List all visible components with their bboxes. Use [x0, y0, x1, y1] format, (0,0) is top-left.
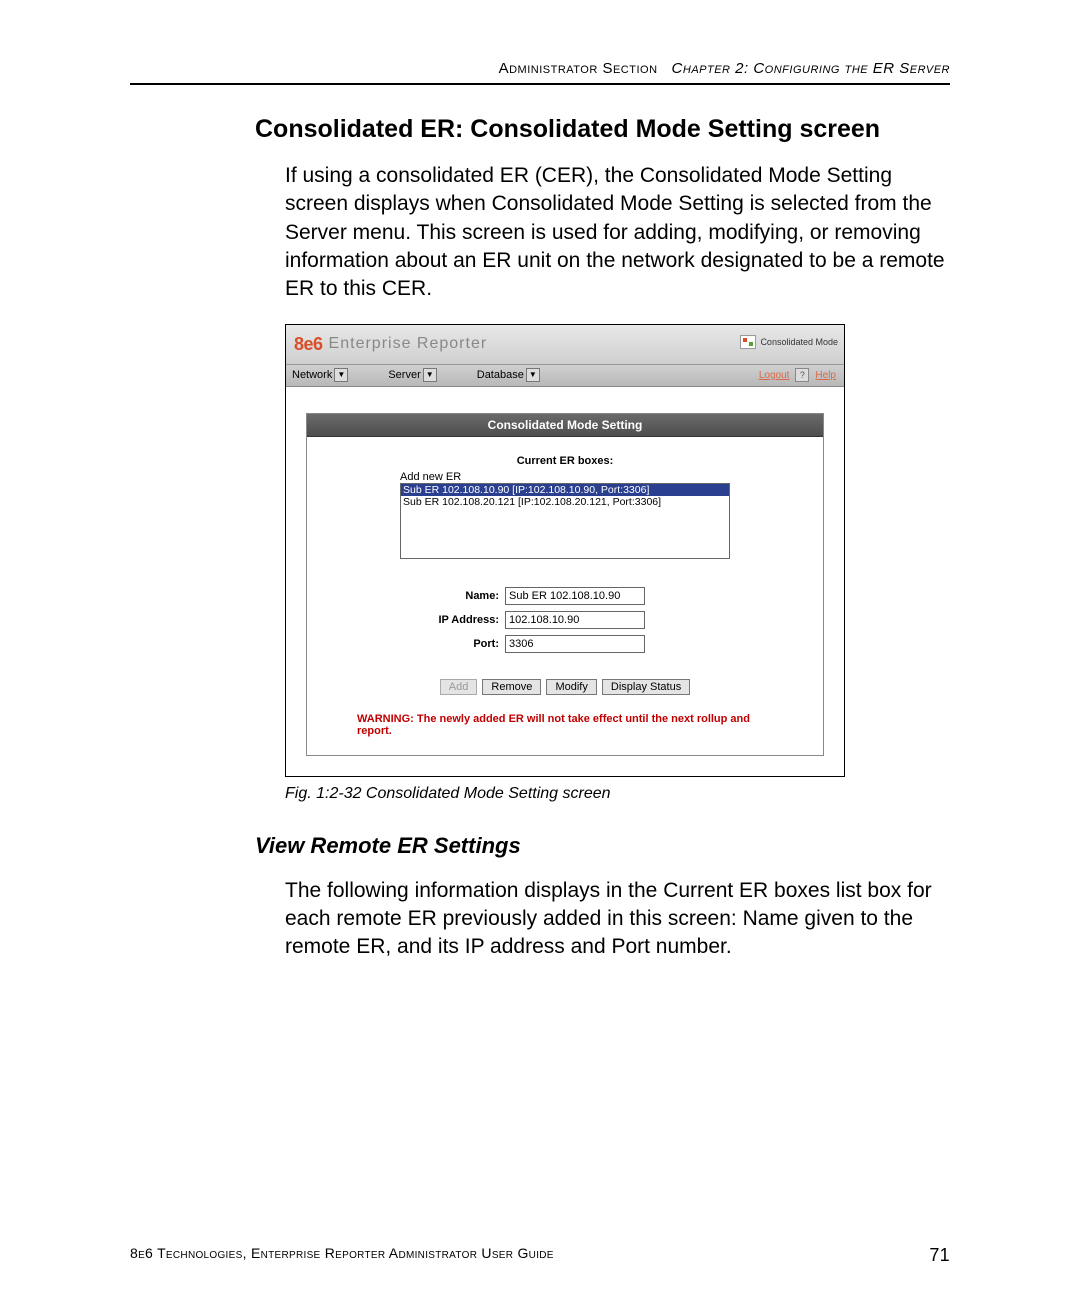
- name-input[interactable]: [505, 587, 645, 605]
- chevron-down-icon: ▼: [526, 368, 540, 382]
- add-button[interactable]: Add: [440, 679, 478, 695]
- menu-database-label: Database: [477, 369, 524, 381]
- figure-caption: Fig. 1:2-32 Consolidated Mode Setting sc…: [285, 785, 950, 803]
- list-item[interactable]: Sub ER 102.108.10.90 [IP:102.108.10.90, …: [401, 484, 729, 496]
- current-er-heading: Current ER boxes:: [357, 455, 773, 467]
- brand-subtitle: Enterprise Reporter: [329, 335, 488, 353]
- er-listbox[interactable]: Sub ER 102.108.10.90 [IP:102.108.10.90, …: [400, 483, 730, 559]
- name-label: Name:: [400, 590, 505, 602]
- header-section: Administrator Section: [499, 60, 658, 77]
- ip-input[interactable]: [505, 611, 645, 629]
- mode-label: Consolidated Mode: [760, 337, 838, 347]
- listbox-label: Add new ER: [400, 471, 730, 483]
- mode-badge: Consolidated Mode: [740, 335, 838, 349]
- chevron-down-icon: ▼: [334, 368, 348, 382]
- list-item[interactable]: Sub ER 102.108.20.121 [IP:102.108.20.121…: [401, 496, 729, 508]
- chevron-down-icon: ▼: [423, 368, 437, 382]
- page-title: Consolidated ER: Consolidated Mode Setti…: [255, 115, 950, 144]
- app-titlebar: 8e6 Enterprise Reporter Consolidated Mod…: [286, 325, 844, 365]
- footer-text: 8e6 Technologies, Enterprise Reporter Ad…: [130, 1245, 554, 1261]
- mode-icon: [740, 335, 756, 349]
- help-link[interactable]: Help: [815, 370, 836, 381]
- menu-database[interactable]: Database ▼: [477, 368, 540, 382]
- ip-label: IP Address:: [400, 614, 505, 626]
- section-body: The following information displays in th…: [285, 877, 950, 962]
- page-footer: 8e6 Technologies, Enterprise Reporter Ad…: [130, 1245, 950, 1261]
- menu-network-label: Network: [292, 369, 332, 381]
- section-heading: View Remote ER Settings: [255, 833, 950, 859]
- settings-panel: Consolidated Mode Setting Current ER box…: [306, 413, 824, 756]
- menu-server-label: Server: [388, 369, 420, 381]
- header-chapter: Chapter 2: Configuring the ER Server: [672, 60, 950, 77]
- screenshot-figure: 8e6 Enterprise Reporter Consolidated Mod…: [285, 324, 845, 777]
- display-status-button[interactable]: Display Status: [602, 679, 690, 695]
- port-label: Port:: [400, 638, 505, 650]
- intro-paragraph: If using a consolidated ER (CER), the Co…: [285, 162, 950, 304]
- panel-title: Consolidated Mode Setting: [307, 414, 823, 437]
- menu-server[interactable]: Server ▼: [388, 368, 436, 382]
- logout-link[interactable]: Logout: [759, 370, 790, 381]
- page-header: Administrator Section Chapter 2: Configu…: [130, 60, 950, 85]
- remove-button[interactable]: Remove: [482, 679, 541, 695]
- menu-network[interactable]: Network ▼: [292, 368, 348, 382]
- modify-button[interactable]: Modify: [546, 679, 596, 695]
- brand-logo: 8e6: [294, 334, 323, 355]
- port-input[interactable]: [505, 635, 645, 653]
- help-icon[interactable]: ?: [795, 368, 809, 382]
- page-number: 71: [929, 1245, 950, 1266]
- warning-text: WARNING: The newly added ER will not tak…: [357, 713, 773, 737]
- menubar: Network ▼ Server ▼ Database ▼ Logout ? H…: [286, 365, 844, 387]
